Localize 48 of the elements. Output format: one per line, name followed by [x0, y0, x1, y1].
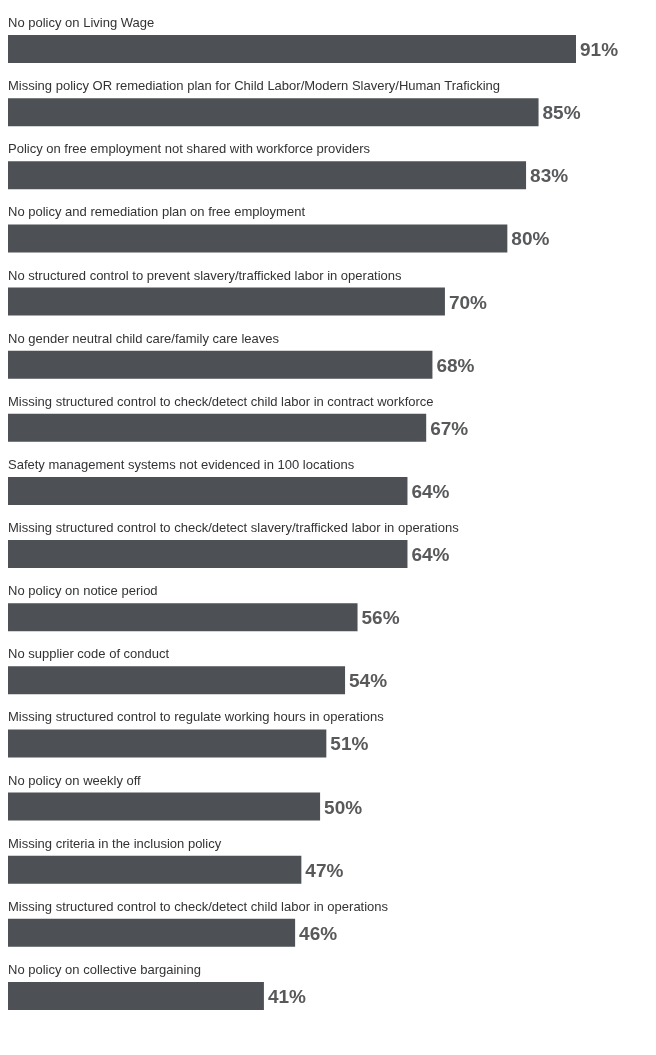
- bar: [8, 35, 576, 63]
- y-tick-label: Missing criteria in the inclusion policy: [8, 835, 222, 851]
- y-tick-label: No policy on notice period: [8, 583, 158, 599]
- y-tick-label: No policy on Living Wage: [8, 15, 155, 30]
- y-tick-label: Missing structured control to regulate working hours in operations: [8, 709, 385, 725]
- bar: [8, 98, 539, 127]
- data-label: 54%: [349, 670, 388, 692]
- bar: [8, 224, 508, 253]
- y-tick-label: Missing policy OR remediation plan for Child Labor/Modern Slavery/Human Traficking: [8, 78, 501, 94]
- y-tick-label: No structured control to prevent slavery/trafficked labor in operations: [8, 267, 403, 283]
- bar: [8, 287, 445, 316]
- data-label: 46%: [299, 922, 338, 944]
- data-label: 80%: [511, 228, 550, 250]
- bar: [8, 413, 427, 442]
- bar: [8, 540, 408, 568]
- bar: [8, 603, 358, 632]
- data-label: 50%: [324, 796, 363, 818]
- bar: [8, 350, 433, 379]
- data-label: 91%: [580, 39, 619, 60]
- bar: [8, 476, 408, 505]
- y-tick-label: Missing structured control to check/detect slavery/trafficked labor in operations: [8, 520, 460, 535]
- bar: [8, 981, 264, 1010]
- y-tick-label: Missing structured control to check/detect child labor in operations: [8, 898, 389, 914]
- data-label: 64%: [411, 480, 450, 502]
- data-label: 56%: [361, 607, 400, 629]
- bar: [8, 855, 302, 884]
- bar: [8, 918, 296, 947]
- bar: [8, 161, 527, 190]
- bar: [8, 666, 346, 695]
- data-label: 64%: [411, 544, 450, 565]
- y-tick-label: Safety management systems not evidenced in 100 locations: [8, 456, 355, 472]
- bar: [8, 792, 321, 821]
- y-tick-label: No policy on collective bargaining: [8, 961, 201, 977]
- y-tick-label: No policy and remediation plan on free employment: [8, 204, 306, 220]
- data-label: 70%: [448, 291, 488, 313]
- y-tick-label: No supplier code of conduct: [8, 646, 170, 662]
- data-label: 85%: [542, 102, 581, 124]
- data-label: 68%: [436, 354, 475, 376]
- y-tick-label: Policy on free employment not shared with workforce providers: [8, 141, 371, 157]
- y-tick-label: Missing structured control to check/detect child labor in contract workforce: [8, 393, 434, 409]
- bar: [8, 729, 327, 758]
- data-label: 83%: [530, 165, 569, 187]
- data-label: 41%: [267, 985, 307, 1007]
- data-label: 47%: [305, 859, 344, 881]
- y-tick-label: No policy on weekly off: [8, 772, 142, 788]
- data-label: 51%: [330, 733, 369, 755]
- y-tick-label: No gender neutral child care/family care leaves: [8, 330, 280, 346]
- data-label: 67%: [430, 417, 469, 439]
